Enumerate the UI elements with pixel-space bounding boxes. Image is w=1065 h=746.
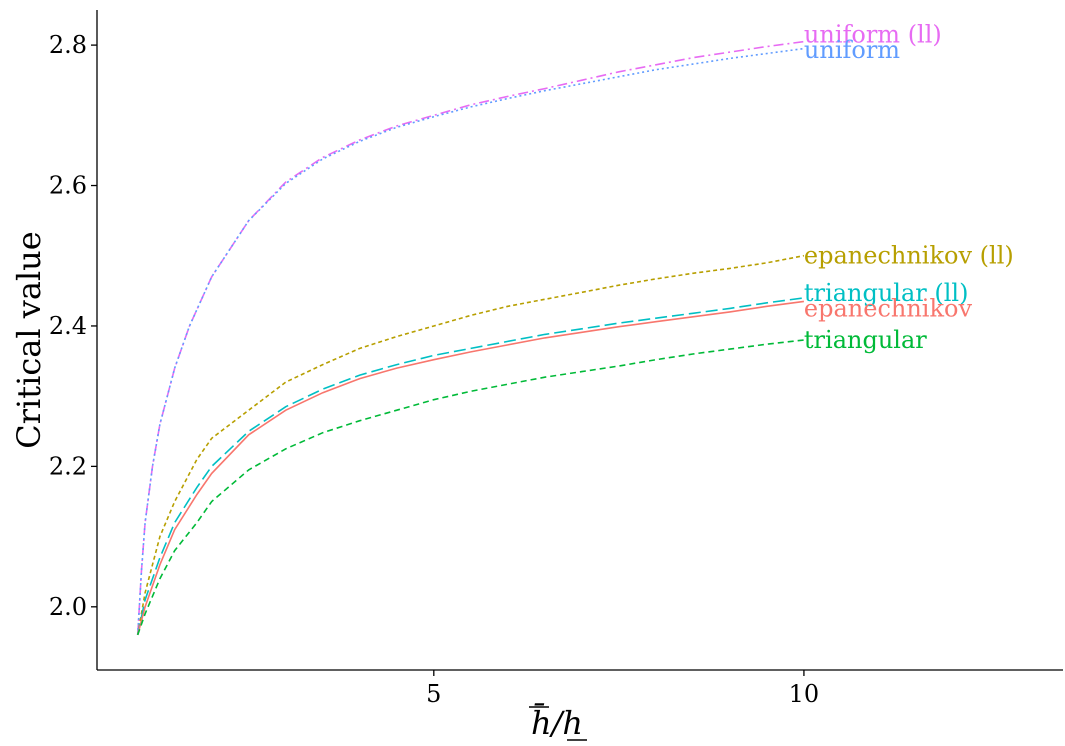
y-tick-label: 2.6: [49, 172, 87, 200]
y-tick-label: 2.4: [49, 312, 87, 340]
series-label-uniform-ll: uniform (ll): [804, 21, 942, 49]
x-tick-label: 5: [426, 680, 441, 708]
x-axis-title: h̄/h: [531, 703, 583, 742]
series-line-epanechnikov: [136, 300, 805, 636]
series-line-epanechnikov-ll: [136, 254, 805, 636]
series-line-uniform-ll: [136, 40, 805, 635]
series-line-triangular: [136, 339, 804, 636]
y-tick-label: 2.0: [49, 593, 87, 621]
y-axis-ticks: 2.0 2.2 2.4 2.6 2.8: [49, 31, 97, 621]
series-label-epanechnikov-ll: epanechnikov (ll): [804, 242, 1014, 270]
y-axis-title: Critical value: [10, 231, 48, 448]
series-labels: uniform (ll)uniform epanechnikov (ll) tria…: [804, 21, 1014, 354]
series-label-triangular-ll: triangular (ll): [804, 279, 969, 307]
series-label-epanechnikov: epanechnikov: [804, 294, 973, 322]
y-tick-label: 2.2: [49, 452, 87, 480]
x-axis-ticks: 5 10: [426, 670, 819, 708]
x-tick-label: 10: [789, 680, 820, 708]
series-label-triangular: triangular: [804, 326, 927, 354]
series-label-uniform: uniform: [804, 36, 900, 64]
plot-area: [136, 40, 805, 636]
series-line-uniform: [136, 47, 805, 635]
y-tick-label: 2.8: [49, 31, 87, 59]
series-line-triangular-ll: [136, 297, 805, 636]
